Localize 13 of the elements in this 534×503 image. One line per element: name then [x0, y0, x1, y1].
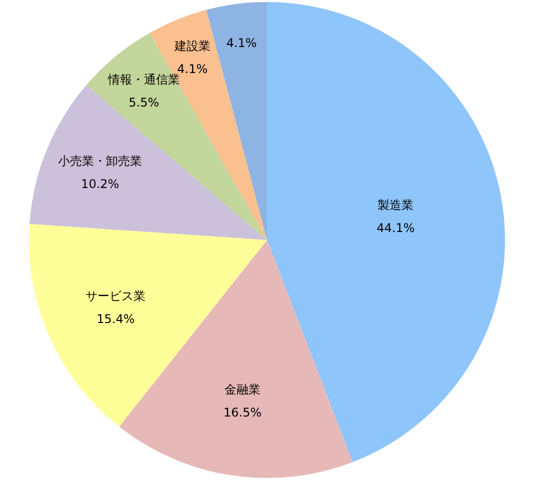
- data-label: 44.1%: [376, 221, 415, 236]
- data-label: 15.4%: [96, 312, 135, 326]
- slice-label: 小売業・卸売業: [58, 154, 142, 168]
- slice-label: サービス業: [86, 289, 146, 304]
- slice-label: 建設業: [173, 39, 210, 54]
- data-label: 5.5%: [128, 96, 160, 110]
- slice-label: 金融業: [224, 382, 261, 397]
- slice-label: 製造業: [378, 198, 414, 212]
- data-label: 4.1%: [226, 36, 257, 50]
- data-label: 10.2%: [81, 176, 120, 191]
- data-label: 16.5%: [224, 406, 262, 420]
- data-label: 4.1%: [177, 62, 208, 76]
- slice-label: 情報・通信業: [106, 72, 180, 87]
